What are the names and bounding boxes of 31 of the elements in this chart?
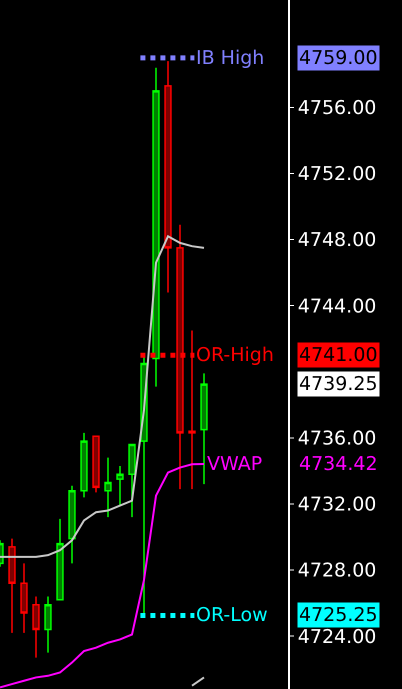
y-tick-label: 4728.00 (298, 560, 376, 582)
y-tick-label: 4752.00 (298, 163, 376, 186)
ref-line-label: OR-Low (196, 604, 268, 626)
candlestick (152, 66, 160, 388)
candlestick (68, 485, 76, 564)
candlestick (116, 465, 124, 506)
candlestick (32, 596, 40, 658)
y-tick-label: 4748.00 (298, 229, 376, 252)
candlestick (56, 518, 64, 601)
text: 4734.42 (299, 453, 378, 475)
candlestick (200, 372, 208, 485)
candlestick (44, 596, 52, 654)
text: 4759.00 (299, 47, 378, 69)
y-tick-label: 4744.00 (298, 295, 376, 318)
candlestick (8, 538, 16, 634)
y-tick-label: 4732.00 (298, 494, 376, 516)
series-label: VWAP (207, 453, 262, 475)
ref-line-label: OR-High (196, 344, 274, 366)
candlestick (92, 435, 100, 494)
ref-line-label: IB High (196, 47, 264, 69)
candlestick (20, 562, 28, 634)
candlestick (80, 432, 88, 498)
y-tick-label: 4756.00 (298, 97, 376, 120)
candlestick (128, 444, 136, 518)
text: 4725.25 (299, 604, 378, 626)
candlestick (164, 60, 172, 294)
text: 4741.00 (299, 344, 378, 366)
y-tick-label: 4724.00 (298, 626, 376, 648)
candlestick (104, 456, 112, 518)
y-tick-label: 4736.00 (298, 428, 376, 450)
text: 4739.25 (299, 373, 378, 395)
